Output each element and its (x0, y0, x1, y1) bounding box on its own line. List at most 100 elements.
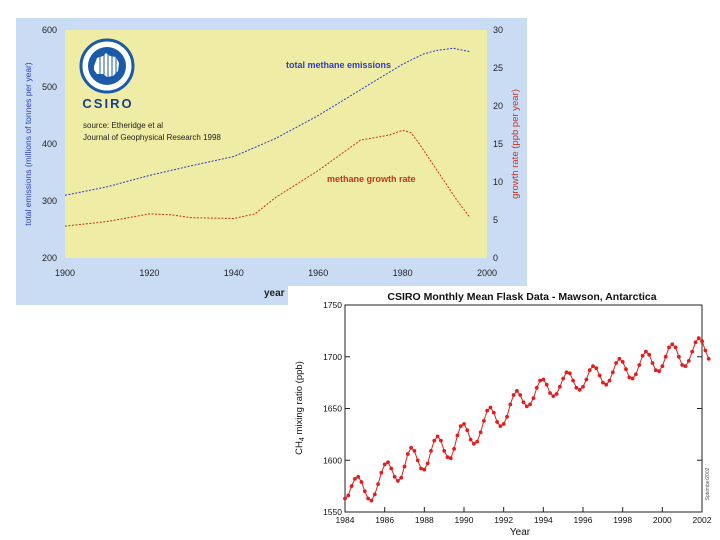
mawson-y-tick-label: 1650 (323, 404, 342, 414)
mawson-data-point (653, 368, 658, 373)
mawson-data-point (700, 339, 704, 344)
mawson-data-point (362, 489, 367, 494)
mawson-data-point (577, 388, 582, 392)
left-axis-label: total emissions (millions of tonnes per … (23, 62, 33, 226)
mawson-data-point (389, 466, 394, 471)
mawson-data-point (567, 371, 572, 376)
left-tick-label: 600 (42, 25, 57, 35)
mawson-data-point (372, 492, 377, 497)
mawson-data-point (610, 370, 615, 375)
right-tick-label: 0 (493, 253, 498, 263)
mawson-data-point (458, 424, 463, 428)
emissions-plot-area (65, 30, 487, 258)
mawson-data-point (548, 391, 552, 395)
mawson-data-point (581, 384, 585, 389)
mawson-y-tick-label: 1700 (323, 352, 342, 362)
mawson-data-point (448, 456, 453, 461)
right-tick-label: 30 (493, 25, 503, 35)
mawson-data-point (495, 420, 499, 424)
year-axis-label: year (264, 288, 285, 299)
mawson-data-point (353, 477, 357, 481)
mawson-data-point (425, 461, 430, 466)
mawson-x-tick-label: 1994 (534, 515, 553, 525)
year-tick-label: 1940 (224, 268, 244, 278)
left-tick-label: 300 (42, 196, 57, 206)
mawson-data-point (630, 376, 635, 381)
mawson-data-point (508, 402, 513, 407)
mawson-x-tick-label: 1992 (494, 515, 513, 525)
mawson-y-tick-label: 1750 (323, 300, 342, 310)
mawson-data-point (607, 378, 612, 383)
mawson-data-point (680, 363, 685, 367)
mawson-data-point (402, 464, 407, 469)
mawson-x-tick-label: 1996 (574, 515, 593, 525)
mawson-data-point (706, 356, 711, 361)
mawson-data-point (429, 449, 433, 453)
mawson-chart: CSIRO Monthly Mean Flask Data - Mawson, … (288, 286, 720, 540)
mawson-data-point (534, 385, 539, 390)
mawson-data-point (412, 449, 417, 453)
csiro-logo: CSIRO (79, 38, 135, 111)
year-axis-ticks: 1900 1920 1940 1960 1980 2000 (55, 268, 497, 278)
right-tick-label: 5 (493, 215, 498, 225)
mawson-data-point (673, 345, 678, 350)
mawson-data-point (452, 447, 456, 451)
mawson-data-point (379, 470, 384, 475)
mawson-data-point (657, 369, 661, 374)
mawson-data-point (686, 359, 691, 363)
mawson-data-point (399, 475, 404, 480)
mawson-x-tick-label: 1984 (336, 515, 355, 525)
mawson-data-point (435, 434, 440, 439)
mawson-data-point (485, 408, 490, 413)
mawson-data-point (405, 452, 410, 456)
mawson-data-point (624, 367, 628, 372)
mawson-data-point (531, 396, 536, 400)
mawson-y-axis-ticks: 1550 1600 1650 1700 1750 (323, 300, 702, 517)
mawson-x-tick-label: 2000 (653, 515, 672, 525)
mawson-data-point (498, 424, 503, 428)
year-tick-label: 1900 (55, 268, 75, 278)
mawson-data-point (604, 382, 609, 387)
mawson-data-point (462, 422, 466, 426)
mawson-data-point (627, 375, 632, 380)
mawson-title: CSIRO Monthly Mean Flask Data - Mawson, … (387, 291, 656, 303)
mawson-x-axis-ticks: 1984 1986 1988 1990 1992 1994 1996 1998 2000 2002 (336, 507, 712, 525)
emissions-chart: 200 300 400 500 600 0 5 10 15 20 25 30 1900 1920 194… (16, 18, 527, 305)
right-axis-ticks: 0 5 10 15 20 25 30 (493, 25, 503, 263)
csiro-logo-text: CSIRO (82, 96, 133, 111)
left-tick-label: 400 (42, 139, 57, 149)
source-line-2: Journal of Geophysical Research 1998 (83, 133, 221, 142)
mawson-data-point (637, 363, 642, 367)
mawson-data-point (634, 372, 638, 377)
mawson-data-point (349, 484, 354, 488)
mawson-data-point (617, 356, 622, 361)
mawson-data-point (488, 405, 493, 410)
mawson-data-point (518, 393, 523, 397)
mawson-data-point (442, 449, 447, 453)
mawson-data-point (465, 428, 470, 433)
mawson-data-point (386, 460, 390, 465)
mawson-data-point (521, 400, 526, 405)
total-emissions-line (64, 47, 471, 196)
mawson-data-point (644, 349, 648, 354)
mawson-panel-background (288, 286, 720, 540)
mawson-data-point (478, 430, 483, 435)
mawson-data-point (640, 353, 645, 358)
mawson-data-point (597, 373, 602, 378)
mawson-data-point (376, 482, 380, 486)
mawson-data-point (538, 378, 542, 383)
mawson-data-point (524, 404, 529, 409)
mawson-data-point (601, 380, 605, 385)
mawson-data-point (445, 455, 450, 459)
mawson-data-point (505, 414, 509, 419)
mawson-data-point (558, 384, 562, 389)
mawson-data-point (482, 419, 486, 423)
mawson-data-point (564, 370, 569, 375)
right-axis-label: growth rate (ppb per year) (510, 89, 521, 199)
mawson-data-point (554, 392, 559, 396)
year-tick-label: 1960 (308, 268, 328, 278)
mawson-data-point (455, 433, 460, 438)
mawson-data-point (660, 364, 665, 368)
mawson-data-point (696, 336, 701, 340)
